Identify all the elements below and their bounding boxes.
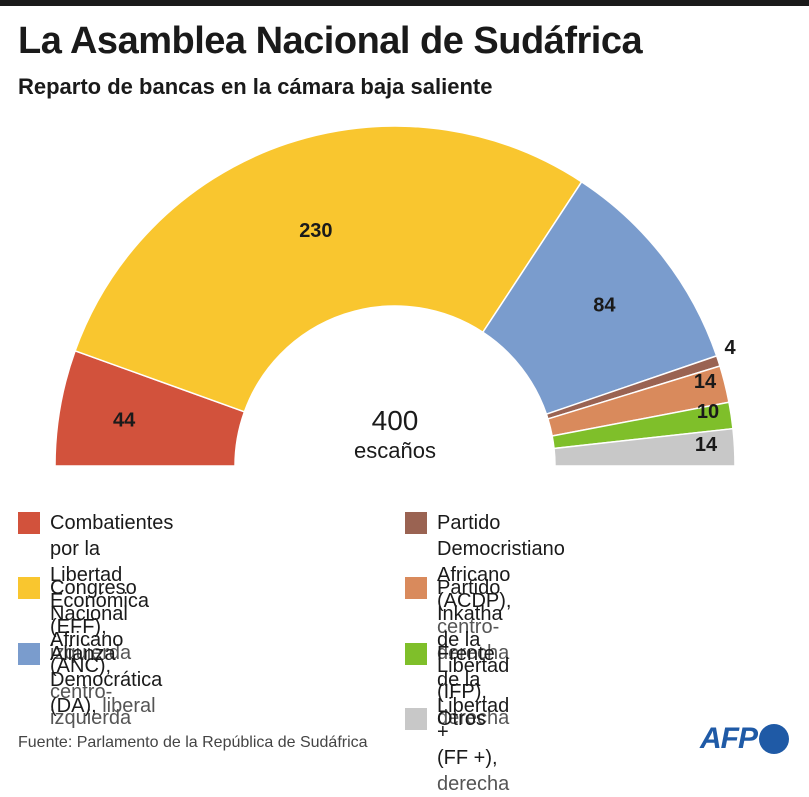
data-label-4: 4 (724, 337, 736, 359)
legend-swatch (18, 512, 40, 534)
top-rule (0, 0, 809, 6)
data-label-3: 84 (593, 295, 616, 317)
legend-label: Partido Inkatha de la Libertad (IFP), der… (437, 575, 509, 731)
legend-label: Alianza Democrática (DA), liberal (50, 641, 162, 719)
afp-logo: AFP (700, 722, 789, 756)
legend-label-line1: Frente de la Libertad + (437, 643, 510, 743)
legend-swatch (405, 577, 427, 599)
legend-item: Combatientes por la Libertad Económica (E… (18, 510, 173, 666)
data-label-2: 230 (299, 220, 332, 242)
legend-label: Combatientes por la Libertad Económica (E… (50, 510, 173, 666)
center-unit: escaños (354, 438, 436, 463)
legend-label: Congreso Nacional Africano (ANC), centro-… (50, 575, 137, 731)
legend-swatch (405, 708, 427, 730)
legend-label-line1: Partido Democristiano Africano (437, 512, 565, 586)
data-label-7: 14 (695, 434, 718, 456)
legend-label-line1: Partido Inkatha de la Libertad (437, 577, 510, 677)
legend-label-line1: Otros (437, 708, 486, 730)
source-note: Fuente: Parlamento de la República de Su… (18, 734, 368, 751)
legend-label-line2: (ANC), centro-izquierda (50, 655, 132, 729)
legend-label-line2: (ACDP), centro-derecha (437, 590, 512, 664)
legend-label-line1: Combatientes por la Libertad (50, 512, 174, 586)
legend-label: Otros (437, 706, 486, 732)
afp-logo-text: AFP (700, 722, 758, 755)
legend-label-line2: (IFP), derecha (437, 681, 510, 729)
legend-item: Congreso Nacional Africano (ANC), centro-… (18, 575, 137, 731)
hemicycle-chart: 44 230 84 4 14 10 14 400 escaños (54, 125, 736, 467)
legend-label-line2: Económica (EFF), izquierda (50, 590, 149, 664)
chart-title: La Asamblea Nacional de Sudáfrica (18, 20, 643, 62)
legend-item: Partido Democristiano Africano (ACDP), ce… (405, 510, 565, 666)
afp-logo-dot (759, 724, 789, 754)
data-label-5: 14 (694, 371, 717, 393)
center-total: 400 (372, 405, 419, 436)
legend-swatch (405, 512, 427, 534)
legend-swatch (405, 643, 427, 665)
legend-item: Otros (405, 706, 486, 732)
legend-label-line2: (DA), liberal (50, 695, 156, 717)
legend-item: Alianza Democrática (DA), liberal (18, 641, 162, 719)
legend-swatch (18, 643, 40, 665)
data-label-1: 44 (113, 410, 136, 432)
legend-item: Partido Inkatha de la Libertad (IFP), der… (405, 575, 509, 731)
chart-subtitle: Reparto de bancas en la cámara baja sali… (18, 74, 493, 99)
segment-2 (74, 125, 583, 413)
legend-swatch (18, 577, 40, 599)
legend-label-line1: Congreso Nacional Africano (50, 577, 137, 651)
legend-label: Partido Democristiano Africano (ACDP), ce… (437, 510, 565, 666)
segment-7 (553, 427, 736, 467)
data-label-6: 10 (697, 401, 719, 423)
legend-label-line1: Alianza Democrática (50, 643, 163, 691)
legend-label-line2: (FF +), derecha (437, 747, 510, 795)
